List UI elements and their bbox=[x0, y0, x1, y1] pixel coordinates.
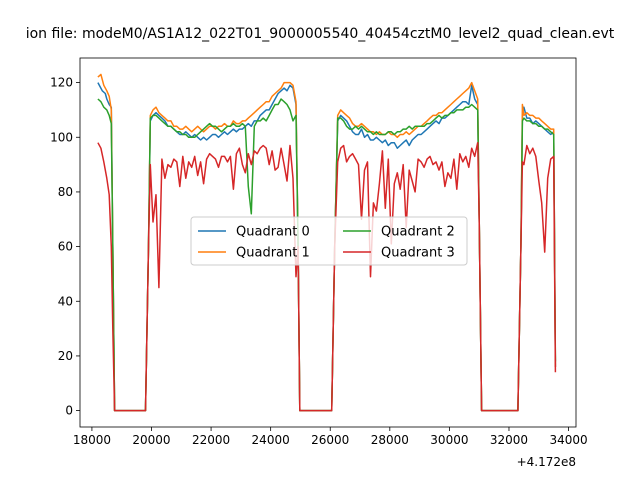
legend-label-quadrant-0: Quadrant 0 bbox=[236, 225, 310, 240]
x-tick-label: 26000 bbox=[311, 433, 349, 447]
legend-box bbox=[190, 216, 468, 266]
series-line-quadrant-2 bbox=[97, 98, 557, 412]
legend-label-quadrant-1: Quadrant 1 bbox=[236, 246, 310, 261]
x-tick-label: 34000 bbox=[549, 433, 587, 447]
x-offset-label: +4.172e8 bbox=[517, 455, 576, 469]
y-tick-label: 60 bbox=[58, 240, 73, 254]
plot-frame bbox=[79, 57, 577, 428]
x-tick-label: 28000 bbox=[371, 433, 409, 447]
series-line-quadrant-3 bbox=[97, 141, 557, 412]
plot-area bbox=[97, 73, 557, 412]
y-tick-label: 100 bbox=[50, 130, 73, 144]
x-tick-label: 32000 bbox=[490, 433, 528, 447]
axes: 18000 20000 22000 24000 26000 28000 30000 32000… bbox=[50, 57, 588, 447]
series-line-quadrant-1 bbox=[97, 73, 557, 412]
x-tick-label: 18000 bbox=[73, 433, 111, 447]
y-tick-label: 0 bbox=[65, 404, 73, 418]
legend-label-quadrant-2: Quadrant 2 bbox=[381, 225, 455, 240]
chart-title: ion file: modeM0/AS1A12_022T01_900000554… bbox=[26, 26, 615, 42]
x-tick-label: 30000 bbox=[430, 433, 468, 447]
legend: Quadrant 0 Quadrant 1 Quadrant 2 Quadrant 3 bbox=[190, 216, 468, 266]
y-tick-label: 20 bbox=[58, 349, 73, 363]
y-tick-label: 40 bbox=[58, 294, 73, 308]
x-tick-label: 24000 bbox=[252, 433, 290, 447]
x-tick-label: 22000 bbox=[192, 433, 230, 447]
legend-label-quadrant-3: Quadrant 3 bbox=[381, 246, 455, 261]
y-tick-label: 120 bbox=[50, 76, 73, 90]
y-tick-label: 80 bbox=[58, 185, 73, 199]
x-tick-label: 20000 bbox=[132, 433, 170, 447]
